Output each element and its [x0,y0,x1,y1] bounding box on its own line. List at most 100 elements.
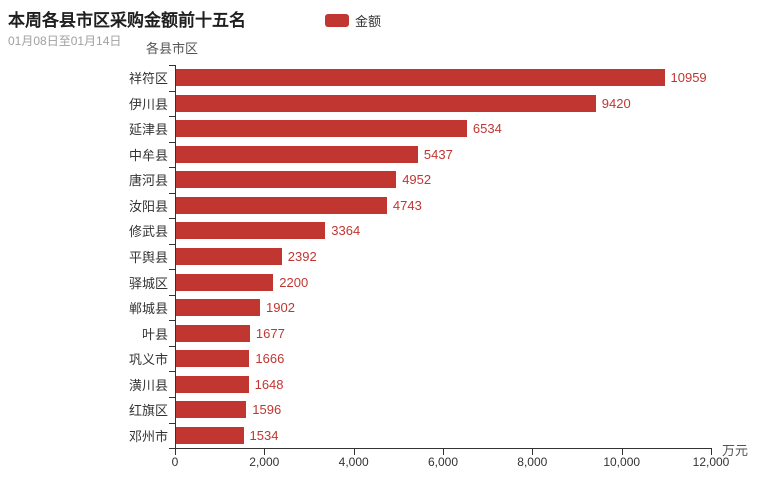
category-label: 修武县 [128,224,168,240]
bar[interactable] [175,426,244,444]
x-axis-unit: 万元 [722,443,749,458]
category-label: 平舆县 [128,249,168,265]
bar-row: 叶县 1677 [0,320,712,346]
value-label: 2200 [279,274,309,290]
value-label: 4952 [402,172,432,188]
x-tick-mark [621,449,623,455]
y-tick-mark [169,320,175,322]
x-tick-label: 12,000 [692,455,730,469]
category-label: 延津县 [128,122,168,138]
value-label: 1534 [249,427,279,443]
bar[interactable] [175,196,387,214]
bar-row: 中牟县 5437 [0,142,712,168]
bar-row: 唐河县 4952 [0,167,712,193]
value-label: 2392 [287,248,317,264]
bar-row: 延津县 6534 [0,116,712,142]
bar[interactable] [175,69,665,87]
x-tick-label: 2,000 [249,455,280,469]
bar[interactable] [175,222,326,240]
category-label: 巩义市 [128,352,168,368]
legend-item-amount[interactable]: 金额 [325,11,381,30]
x-tick-mark [175,449,176,455]
legend-swatch-icon [325,14,349,27]
category-label: 郸城县 [128,301,168,317]
y-tick-mark [169,243,175,245]
bar[interactable] [175,171,397,189]
x-tick-label: 0 [171,455,179,469]
y-tick-mark [169,141,175,143]
value-label: 5437 [423,146,453,162]
y-axis-name: 各县市区 [146,41,199,56]
bar[interactable] [175,350,250,368]
x-tick-mark [711,449,712,455]
bar[interactable] [175,247,282,265]
bar-row: 巩义市 1666 [0,346,712,372]
bar[interactable] [175,120,467,138]
x-tick-mark [443,449,444,455]
category-label: 叶县 [141,326,168,342]
category-label: 邓州市 [128,428,168,444]
bar-row: 驿城区 2200 [0,269,712,295]
category-label: 中牟县 [128,147,168,163]
bar[interactable] [175,324,250,342]
category-label: 祥符区 [128,71,168,87]
value-label: 1902 [266,300,295,316]
bar-row: 红旗区 1596 [0,397,712,423]
x-axis-line [175,448,712,449]
category-label: 伊川县 [128,96,168,112]
value-label: 4743 [392,197,422,213]
x-tick-mark [264,449,266,455]
y-tick-mark [169,167,175,169]
y-tick-mark [169,345,175,347]
bar-row: 伊川县 9420 [0,91,712,117]
x-tick-mark [353,449,355,455]
value-label: 1596 [252,402,282,418]
y-tick-mark [169,269,175,271]
value-label: 9420 [601,95,631,111]
x-tick-label: 10,000 [603,455,641,469]
value-label: 6534 [472,121,502,137]
bar-row: 邓州市 1534 [0,422,712,448]
y-axis-line [175,65,176,449]
chart-title: 本周各县市区采购金额前十五名 [8,11,246,30]
bar-row: 祥符区 10959 [0,65,712,91]
y-tick-mark [169,294,175,296]
x-tick-label: 8,000 [517,455,548,469]
bar[interactable] [175,94,596,112]
category-label: 驿城区 [128,275,168,291]
category-label: 汝阳县 [128,198,168,214]
bar-row: 平舆县 2392 [0,244,712,270]
bar-rows: 祥符区 10959 伊川县 9420 延津县 6534 中牟县 5437 唐河县 4952 汝阳县 4… [0,65,712,448]
y-tick-mark [169,218,175,220]
bar[interactable] [175,273,274,291]
value-label: 1666 [255,351,285,367]
category-label: 唐河县 [128,173,168,189]
value-label: 1648 [254,376,284,392]
y-tick-mark [169,116,175,118]
bar-row: 郸城县 1902 [0,295,712,321]
value-label: 3364 [331,223,361,239]
chart-subtitle: 01月08日至01月14日 [8,34,122,48]
bar[interactable] [175,145,418,163]
value-label: 1677 [255,325,285,341]
y-tick-mark [169,192,175,194]
bar-row: 修武县 3364 [0,218,712,244]
bar[interactable] [175,375,249,393]
bar-row: 潢川县 1648 [0,371,712,397]
bar[interactable] [175,299,260,317]
category-label: 潢川县 [128,377,168,393]
y-tick-mark [169,371,175,373]
value-label: 10959 [670,70,707,86]
legend-label: 金额 [355,14,382,29]
y-tick-mark [169,448,175,449]
bar[interactable] [175,401,247,419]
x-tick-label: 4,000 [338,455,369,469]
x-tick-mark [532,449,534,455]
y-tick-mark [169,90,175,92]
y-tick-mark [169,65,175,66]
y-tick-mark [169,396,175,398]
bar-row: 汝阳县 4743 [0,193,712,219]
y-tick-mark [169,422,175,424]
x-tick-label: 6,000 [427,455,459,469]
